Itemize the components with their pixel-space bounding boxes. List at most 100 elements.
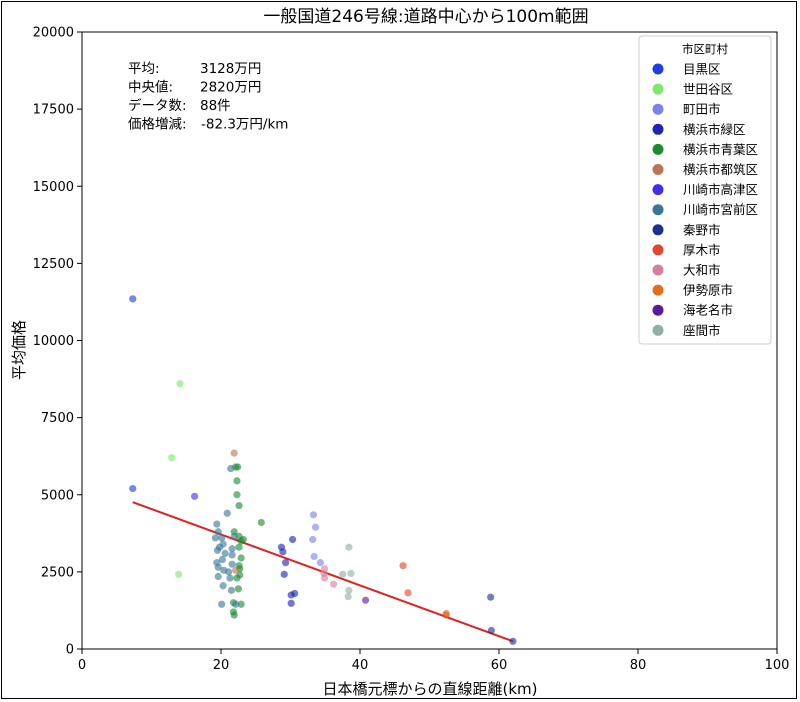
legend-marker [652, 264, 664, 276]
data-point [230, 449, 238, 457]
data-point [231, 600, 240, 608]
legend-marker [652, 224, 664, 236]
legend-label: 横浜市都筑区 [683, 162, 758, 177]
data-point [223, 509, 231, 517]
data-point [211, 534, 220, 542]
y-tick-label: 7500 [41, 411, 74, 426]
data-point [309, 535, 317, 544]
data-point [225, 568, 233, 576]
x-tick-label: 0 [78, 658, 86, 673]
legend-label: 世田谷区 [683, 82, 733, 97]
x-tick-label: 80 [630, 658, 647, 673]
x-tick-label: 40 [352, 658, 369, 673]
stat-value: 3128万円 [200, 61, 261, 77]
data-point [235, 543, 243, 551]
legend-label: 横浜市青葉区 [683, 142, 758, 157]
legend-marker [652, 244, 664, 256]
legend-marker [652, 63, 664, 75]
data-point [226, 574, 234, 582]
data-point [237, 554, 245, 562]
data-point [310, 552, 318, 561]
data-point [231, 566, 240, 574]
data-point [279, 548, 287, 556]
y-axis-label: 平均価格 [10, 320, 28, 380]
data-point [288, 535, 297, 544]
data-point [235, 501, 243, 510]
data-point [218, 600, 226, 608]
legend-label: 座間市 [683, 323, 721, 338]
data-point [214, 572, 222, 581]
legend-marker [652, 204, 664, 216]
data-point [234, 463, 242, 471]
data-point [442, 609, 450, 618]
legend-label: 目黒区 [683, 62, 721, 77]
legend-label: 横浜市緑区 [683, 122, 746, 137]
legend-marker [652, 103, 664, 115]
data-point [320, 574, 329, 582]
legend-label: 秦野市 [683, 222, 721, 237]
legend-marker [652, 143, 664, 155]
data-point [190, 492, 199, 500]
y-tick-label: 12500 [33, 257, 74, 272]
data-point [344, 592, 352, 601]
stat-label: データ数: [128, 97, 187, 114]
data-point [227, 464, 235, 473]
x-axis-label: 日本橋元標からの直線距離(km) [322, 680, 537, 698]
data-point [227, 586, 236, 594]
data-point [280, 570, 288, 578]
x-tick-label: 60 [491, 658, 508, 673]
data-point [287, 599, 295, 607]
data-point [218, 534, 226, 542]
data-point [214, 528, 222, 536]
legend-label: 伊勢原市 [683, 283, 733, 298]
data-point [218, 555, 226, 564]
data-point [233, 574, 241, 582]
data-point [339, 570, 347, 578]
data-points [129, 295, 517, 645]
data-point [228, 545, 236, 553]
data-point [487, 626, 495, 635]
data-point [347, 569, 355, 578]
legend-marker [652, 304, 664, 316]
legend-marker [652, 324, 664, 336]
data-point [168, 454, 176, 462]
legend-marker [652, 164, 664, 175]
data-point [175, 570, 183, 578]
data-point [309, 511, 318, 519]
y-tick-label: 5000 [41, 488, 74, 503]
data-point [345, 543, 353, 551]
data-point [404, 589, 412, 597]
data-point [230, 611, 238, 619]
y-tick-label: 15000 [33, 180, 74, 195]
data-point [219, 582, 227, 590]
data-point [282, 559, 290, 567]
legend-label: 川崎市宮前区 [683, 202, 758, 217]
legend-marker [652, 83, 664, 95]
stat-label: 中央値: [128, 80, 173, 96]
data-point [129, 484, 137, 493]
x-tick-label: 100 [765, 658, 790, 673]
data-point [213, 546, 222, 554]
stat-value: -82.3万円/km [201, 117, 288, 133]
data-point [311, 523, 320, 531]
data-point [237, 600, 245, 608]
stat-value: 2820万円 [200, 80, 261, 96]
data-point [234, 585, 242, 593]
data-point [129, 295, 137, 303]
legend-title: 市区町村 [682, 42, 728, 56]
data-point [399, 562, 407, 570]
y-tick-label: 0 [66, 643, 74, 658]
data-point [361, 596, 370, 604]
data-point [233, 477, 241, 485]
legend-marker [652, 184, 664, 196]
legend-label: 町田市 [683, 102, 721, 117]
legend-marker [652, 284, 664, 296]
data-point [230, 532, 238, 540]
legend-label: 厚木市 [683, 242, 721, 257]
data-point [233, 491, 241, 499]
data-point [487, 593, 495, 601]
legend-box [638, 35, 772, 345]
legend-label: 大和市 [683, 263, 721, 278]
data-point [237, 537, 245, 545]
